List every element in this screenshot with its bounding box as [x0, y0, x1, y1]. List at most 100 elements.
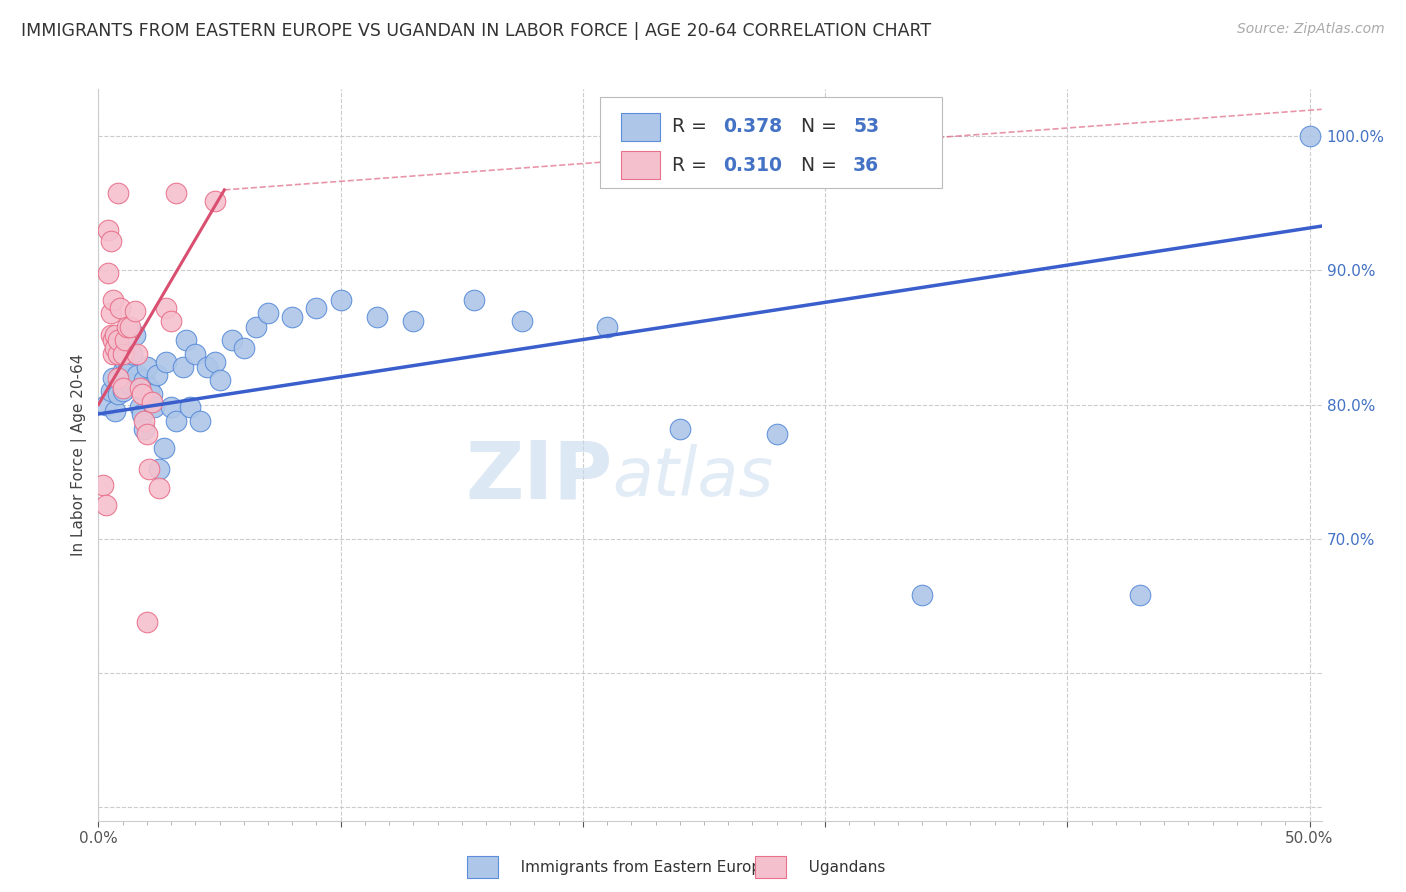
Point — [117, 319, 139, 334]
Point — [188, 414, 211, 428]
Point — [104, 341, 127, 355]
Point — [1298, 129, 1320, 144]
Point — [107, 387, 129, 401]
Point — [94, 398, 117, 412]
Text: atlas: atlas — [612, 444, 773, 510]
Point — [97, 266, 120, 280]
Point — [131, 387, 153, 401]
Point — [141, 387, 163, 401]
Point — [101, 333, 124, 347]
Point — [135, 615, 157, 629]
Point — [155, 354, 177, 368]
Text: 0.378: 0.378 — [724, 118, 783, 136]
Point — [204, 194, 226, 208]
Point — [131, 407, 153, 421]
Point — [257, 306, 280, 320]
Point — [232, 341, 254, 355]
Point — [148, 462, 170, 476]
Point — [184, 346, 207, 360]
Point — [197, 359, 219, 374]
Point — [110, 301, 132, 315]
Point — [366, 310, 388, 325]
Point — [668, 422, 690, 436]
Text: Source: ZipAtlas.com: Source: ZipAtlas.com — [1237, 22, 1385, 37]
Text: 36: 36 — [853, 156, 879, 175]
Point — [94, 498, 117, 512]
Point — [160, 314, 183, 328]
Point — [101, 346, 124, 360]
FancyBboxPatch shape — [620, 152, 659, 179]
Text: N =: N = — [800, 156, 842, 175]
Text: R =: R = — [672, 156, 713, 175]
Text: IMMIGRANTS FROM EASTERN EUROPE VS UGANDAN IN LABOR FORCE | AGE 20-64 CORRELATION: IMMIGRANTS FROM EASTERN EUROPE VS UGANDA… — [21, 22, 931, 40]
Point — [107, 186, 129, 200]
Point — [127, 368, 149, 382]
Point — [141, 395, 163, 409]
Point — [91, 478, 114, 492]
Point — [111, 384, 134, 399]
Point — [114, 333, 136, 347]
Point — [153, 441, 176, 455]
Text: Immigrants from Eastern Europe: Immigrants from Eastern Europe — [506, 860, 770, 874]
Text: N =: N = — [800, 118, 842, 136]
Point — [1129, 588, 1152, 602]
Point — [135, 359, 157, 374]
Point — [155, 301, 177, 315]
Point — [100, 306, 122, 320]
Point — [148, 481, 170, 495]
Point — [134, 422, 156, 436]
Point — [245, 319, 267, 334]
Point — [128, 401, 150, 415]
Point — [118, 377, 141, 392]
FancyBboxPatch shape — [620, 113, 659, 141]
Point — [100, 384, 122, 399]
Point — [911, 588, 934, 602]
Point — [596, 319, 619, 334]
Point — [101, 370, 124, 384]
Point — [107, 333, 129, 347]
Point — [138, 382, 160, 396]
Point — [135, 427, 157, 442]
Point — [134, 373, 156, 387]
Point — [97, 223, 120, 237]
Point — [107, 346, 129, 360]
Y-axis label: In Labor Force | Age 20-64: In Labor Force | Age 20-64 — [72, 354, 87, 556]
Point — [124, 303, 146, 318]
Point — [179, 401, 201, 415]
Point — [281, 310, 304, 325]
Point — [165, 414, 187, 428]
Point — [118, 319, 141, 334]
Point — [765, 427, 787, 442]
Point — [110, 370, 132, 384]
Text: 53: 53 — [853, 118, 879, 136]
Text: Ugandans: Ugandans — [794, 860, 886, 874]
Point — [305, 301, 328, 315]
Point — [463, 293, 485, 307]
Point — [111, 382, 134, 396]
Point — [329, 293, 352, 307]
Point — [204, 354, 226, 368]
Point — [145, 368, 167, 382]
FancyBboxPatch shape — [600, 96, 942, 188]
Point — [208, 373, 231, 387]
Point — [221, 333, 243, 347]
Text: R =: R = — [672, 118, 713, 136]
Point — [138, 462, 160, 476]
Point — [134, 414, 156, 428]
Point — [121, 346, 143, 360]
Text: 0.310: 0.310 — [724, 156, 783, 175]
Point — [107, 370, 129, 384]
Point — [510, 314, 533, 328]
Point — [100, 234, 122, 248]
Point — [111, 364, 134, 378]
Point — [114, 354, 136, 368]
Point — [172, 359, 194, 374]
Point — [165, 186, 187, 200]
Point — [100, 327, 122, 342]
Point — [117, 364, 139, 378]
Point — [104, 327, 127, 342]
Point — [128, 382, 150, 396]
Point — [104, 404, 127, 418]
Point — [160, 401, 183, 415]
Text: ZIP: ZIP — [465, 438, 612, 516]
